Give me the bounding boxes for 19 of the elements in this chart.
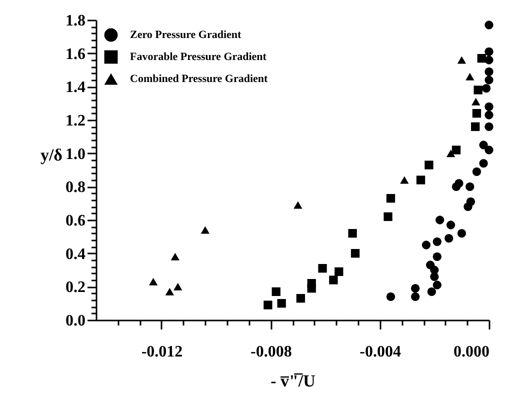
- y-tick-label: 0.0: [66, 312, 86, 330]
- y-tick-label: 0.6: [66, 212, 86, 230]
- y-tick-label: 0.2: [66, 279, 86, 296]
- y-tick-label: 1.4: [66, 79, 86, 96]
- x-tick-label: -0.012: [141, 344, 183, 360]
- y-tick-label: 0.4: [66, 246, 86, 263]
- y-tick-label: 1.2: [66, 112, 86, 130]
- x-tick-label: 0.000: [454, 344, 490, 360]
- y-axis-title: y/δ: [40, 146, 63, 164]
- x-axis-title: - v̅"̅/U: [270, 372, 316, 390]
- y-tick-label: 0.8: [66, 179, 86, 196]
- y-tick-label: 1.6: [66, 46, 86, 63]
- legend-label: Favorable Pressure Gradient: [130, 51, 267, 63]
- y-tick-label: 1.0: [66, 146, 86, 163]
- x-tick-label: -0.004: [360, 344, 401, 360]
- legend-label: Zero Pressure Gradient: [130, 29, 242, 41]
- legend-label: Combined Pressure Gradient: [130, 73, 268, 85]
- x-tick-label: -0.008: [250, 344, 292, 360]
- y-tick-label: 1.8: [66, 12, 86, 30]
